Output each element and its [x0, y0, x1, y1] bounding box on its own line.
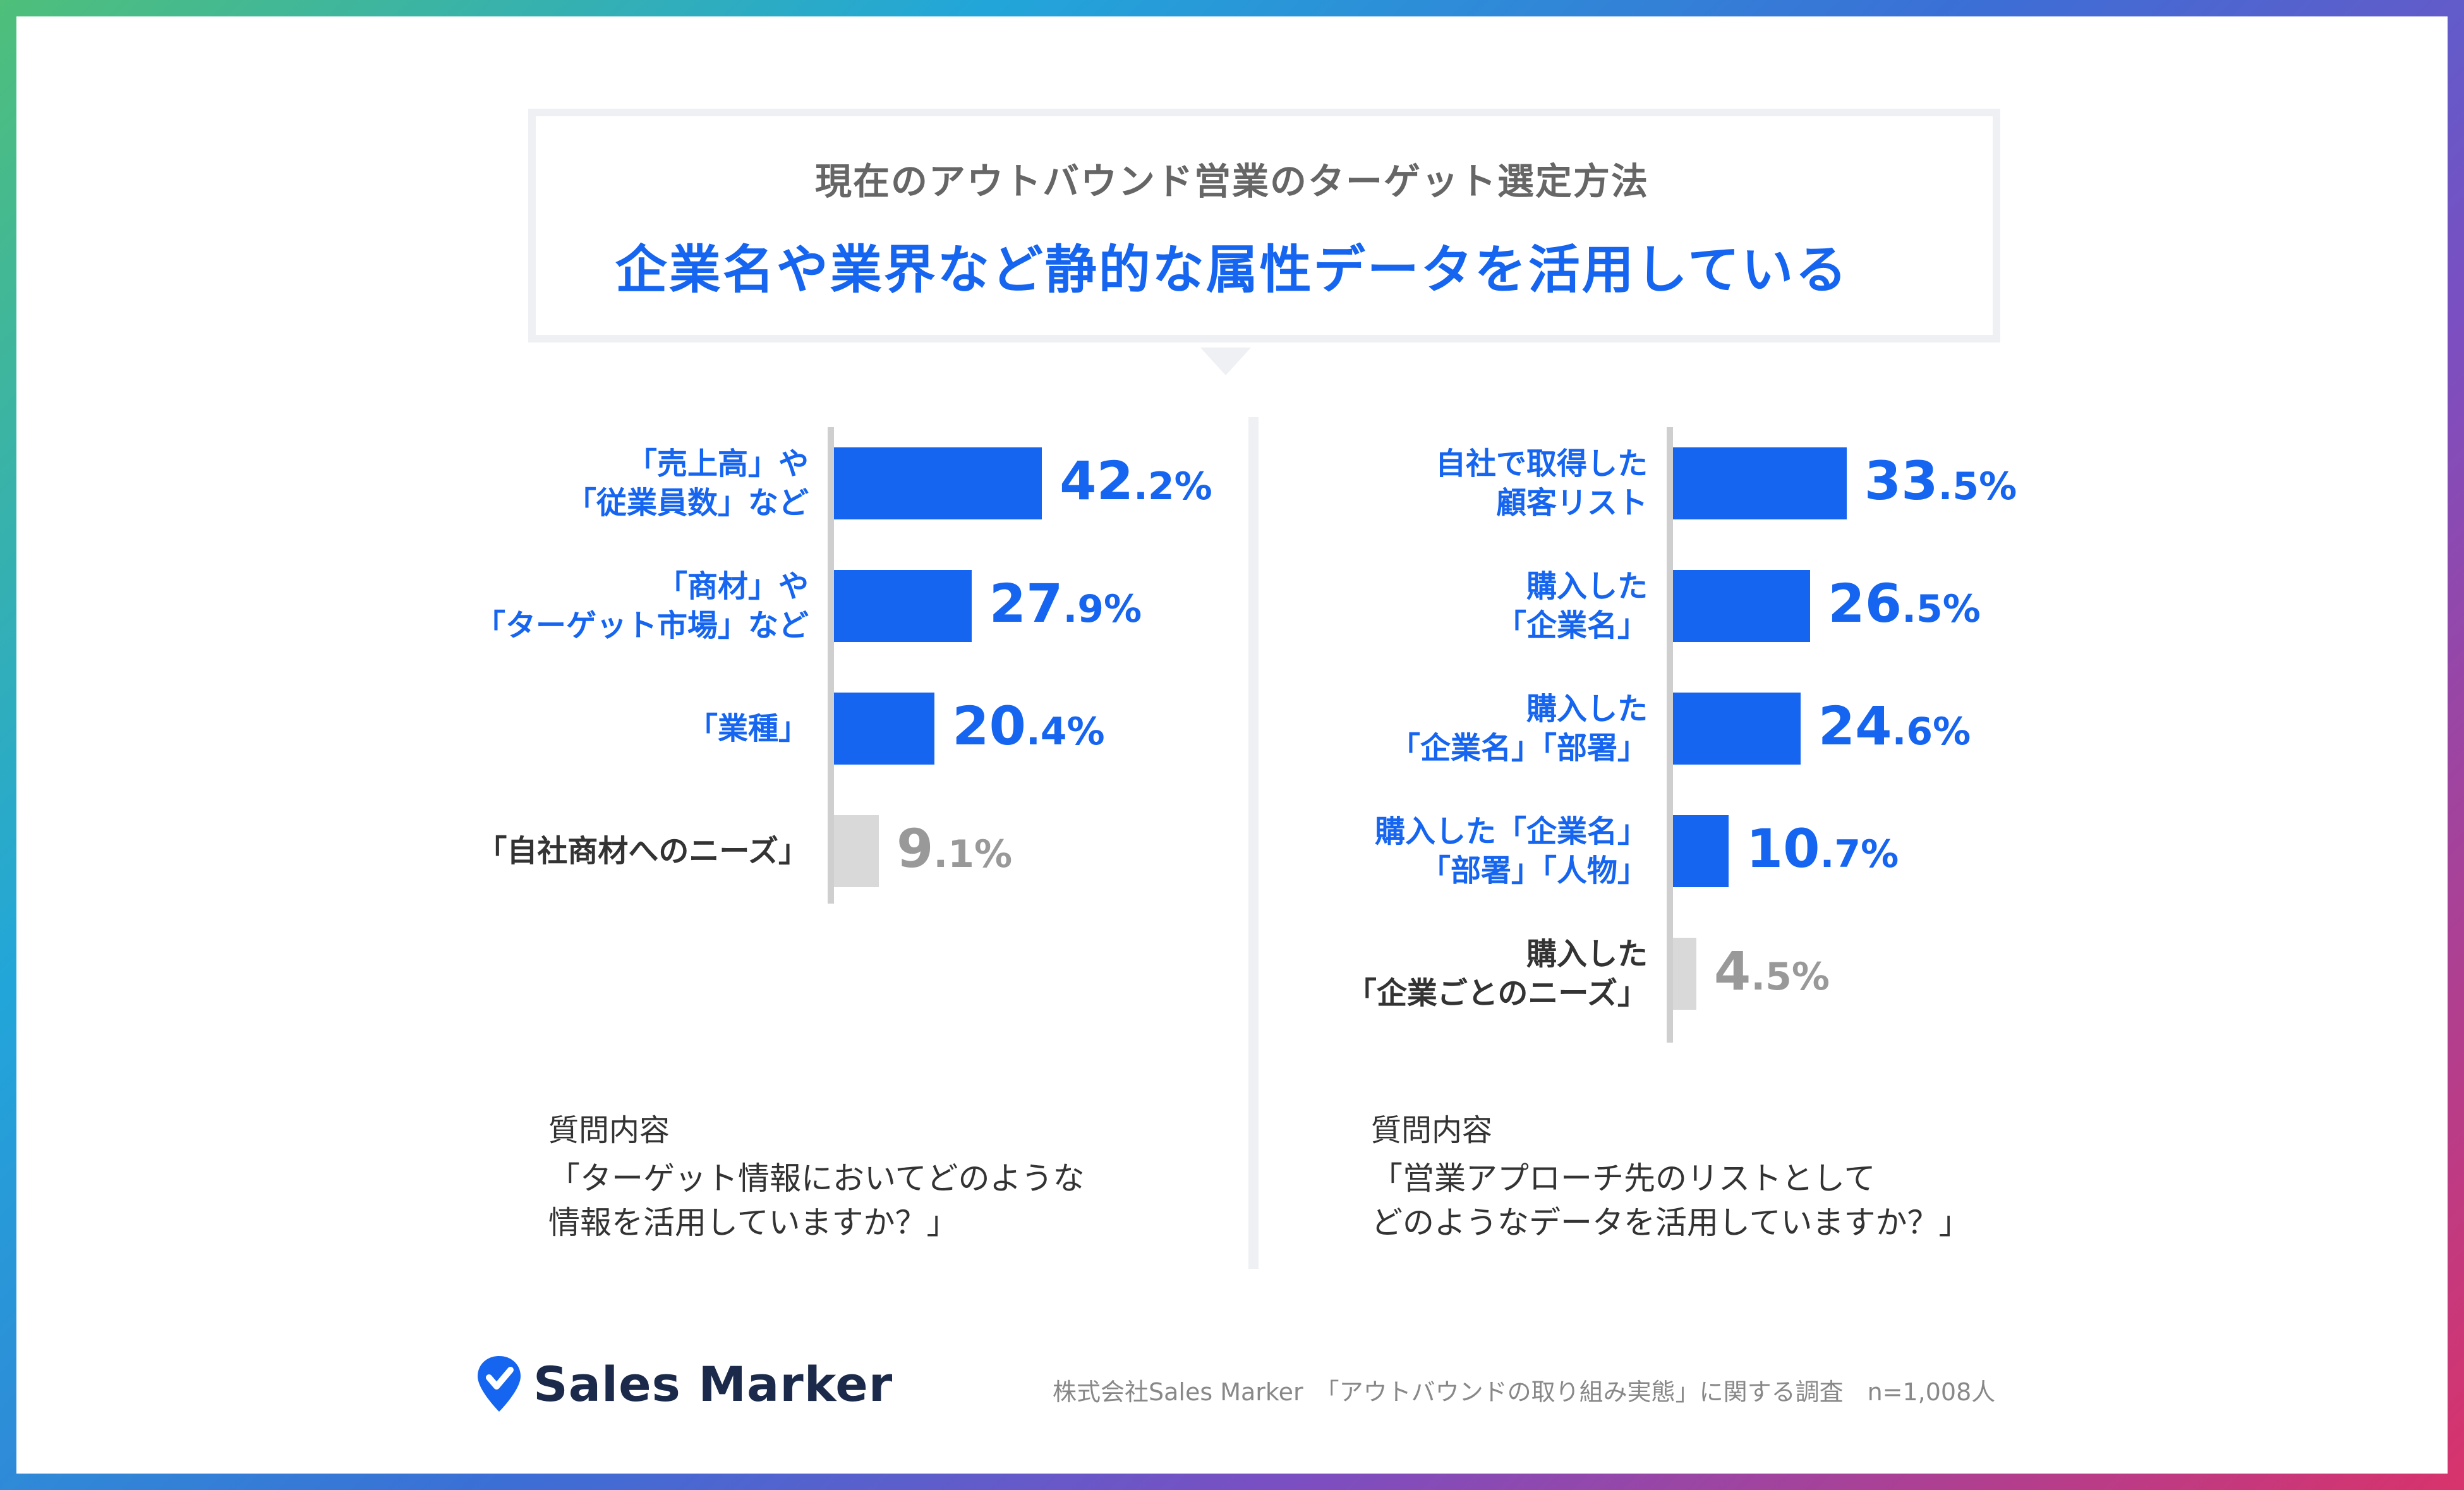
bar: [834, 447, 1042, 519]
category-label: 自社で取得した 顧客リスト: [1435, 446, 1648, 521]
bar: [834, 693, 935, 765]
bar: [1673, 570, 1811, 642]
chart-axis: [828, 427, 834, 904]
question-heading-left: 質問内容: [548, 1113, 670, 1148]
headline-callout: [528, 109, 2000, 342]
brand-logo: Sales Marker: [474, 1352, 893, 1415]
category-label: 「商材」や 「ターゲット市場」など: [474, 569, 809, 643]
callout-pointer: [1200, 348, 1251, 375]
chart-axis: [1667, 427, 1673, 1043]
bar: [1673, 693, 1801, 765]
value-label: 9.1%: [896, 818, 1013, 880]
value-label: 26.5%: [1828, 572, 1981, 634]
bar: [1673, 815, 1729, 887]
brand-name: Sales Marker: [533, 1355, 893, 1412]
headline-subtitle: 現在のアウトバウンド営業のターゲット選定方法: [814, 160, 1649, 203]
value-label: 27.9%: [989, 572, 1142, 634]
bar: [834, 815, 879, 887]
category-label: 購入した「企業名」 「部署」「人物」: [1374, 814, 1648, 888]
bar: [1673, 447, 1847, 519]
category-label: 「自社商材へのニーズ」: [476, 833, 809, 869]
headline-title: 企業名や業界など静的な属性データを活用している: [615, 240, 1849, 300]
question-heading-right: 質問内容: [1371, 1113, 1493, 1148]
value-label: 42.2%: [1060, 450, 1212, 512]
value-label: 4.5%: [1713, 940, 1830, 1002]
value-label: 20.4%: [952, 695, 1105, 757]
bar: [1673, 938, 1696, 1010]
bar: [834, 570, 972, 642]
category-label: 「売上高」や 「従業員数」など: [565, 446, 809, 521]
category-label: 購入した 「企業ごとのニーズ」: [1346, 936, 1648, 1011]
value-label: 33.5%: [1864, 450, 2017, 512]
center-divider: [1248, 417, 1259, 1269]
question-text-right: 「営業アプローチ先のリストとして どのようなデータを活用していますか？」: [1371, 1160, 1971, 1241]
category-label: 購入した 「企業名」「部署」: [1389, 691, 1648, 766]
location-pin-icon: [478, 1356, 521, 1412]
survey-source: 株式会社Sales Marker 「アウトバウンドの取り組み実態」に関する調査 …: [1053, 1378, 1996, 1406]
question-text-left: 「ターゲット情報においてどのような 情報を活用していますか？」: [548, 1160, 1085, 1241]
category-label: 購入した 「企業名」: [1495, 569, 1648, 643]
value-label: 10.7%: [1746, 818, 1899, 880]
category-label: 「業種」: [687, 711, 809, 746]
value-label: 24.6%: [1818, 695, 1971, 757]
